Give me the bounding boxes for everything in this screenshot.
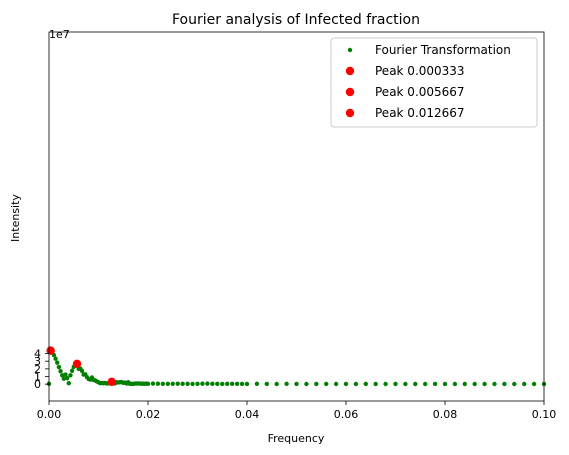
legend-marker [347,47,353,53]
fourier-point [462,381,467,387]
legend-label: Fourier Transformation [375,43,511,57]
legend-marker [345,108,355,118]
y-tick-label: 1 [34,371,41,384]
fourier-point [225,381,230,387]
fourier-point [150,381,156,386]
legend: Fourier Transformation Peak 0.000333 Peak … [330,37,538,128]
fourier-point [180,381,185,387]
peak-point [46,346,55,355]
fourier-point [190,381,195,387]
x-tick-label: 0.04 [235,408,260,421]
x-tick-label: 0.02 [136,408,161,421]
x-axis-ticks: 0.00 0.02 0.04 0.06 0.08 0.10 [37,401,557,421]
fourier-point [432,381,438,387]
fourier-point [502,381,507,387]
x-tick-label: 0.08 [433,408,458,421]
fourier-point [56,364,62,370]
fourier-point [170,381,175,386]
fourier-point [175,381,180,386]
legend-label: Peak 0.005667 [375,85,465,99]
fourier-point [60,373,65,378]
fourier-point [442,381,448,387]
fourier-point [482,381,487,387]
fourier-point [353,381,359,387]
fourier-point [63,372,68,377]
fourier-point [304,381,309,387]
fourier-point [492,381,497,387]
fourier-point [274,381,279,387]
x-axis-label: Frequency [268,432,325,445]
fourier-point [58,368,63,374]
fourier-point [215,381,220,387]
fourier-point [294,381,299,387]
fourier-point [64,375,70,381]
fourier-point [53,356,58,361]
fourier-point [314,381,319,387]
fourier-point [239,381,245,387]
fourier-point [205,381,210,386]
legend-label: Peak 0.012667 [375,106,465,120]
x-tick-label: 0.06 [334,408,359,421]
x-tick-label: 0.10 [532,408,557,421]
fourier-point [66,381,72,386]
fourier-point [452,381,458,387]
legend-box [330,37,538,128]
peak-point [107,377,116,387]
fourier-point [61,376,67,381]
fourier-point [244,381,250,387]
fourier-point [220,381,225,387]
legend-marker [345,87,355,97]
fourier-point [229,381,235,387]
fourier-point [160,381,166,387]
fourier-point [254,381,260,387]
fourier-point [522,381,527,387]
fourier-point [363,381,368,387]
fourier-point [165,381,170,386]
fourier-point [373,381,378,387]
fourier-point [79,368,85,374]
fourier-point [55,360,60,365]
fourier-point [531,381,537,387]
axes-frame [48,31,545,402]
fourier-point [403,381,408,387]
fourier-point [284,381,289,387]
fourier-point [145,381,151,386]
chart-title: Fourier analysis of Infected fraction [172,12,420,28]
fourier-point [393,381,398,387]
fourier-point [195,381,200,387]
fourier-point [383,381,388,387]
y-axis-label: Intensity [9,194,22,242]
plot-area [46,31,547,402]
legend-label: Peak 0.000333 [375,64,465,78]
y-offset-label: 1e7 [49,28,70,41]
fourier-point [210,381,215,386]
legend-marker [345,66,355,76]
y-tick-label: 2 [34,363,41,376]
fourier-point [155,381,161,386]
x-tick-label: 0.00 [37,408,62,421]
y-tick-label: 3 [34,355,41,368]
fourier-point [69,368,75,373]
fourier-point [333,381,339,387]
y-tick-label: 0 [34,378,41,391]
fourier-point [324,381,329,387]
fourier-point [512,381,517,387]
fourier-point [68,373,73,378]
fourier-point [200,381,205,386]
fourier-point [343,381,349,387]
fourier-point [234,381,240,386]
fourier-point [472,381,477,387]
y-tick-label: 4 [34,348,41,361]
fourier-point [423,381,428,387]
fourier-point [413,381,418,387]
peak-point [72,359,82,368]
fourier-point [264,381,269,387]
fourier-point [185,381,190,386]
